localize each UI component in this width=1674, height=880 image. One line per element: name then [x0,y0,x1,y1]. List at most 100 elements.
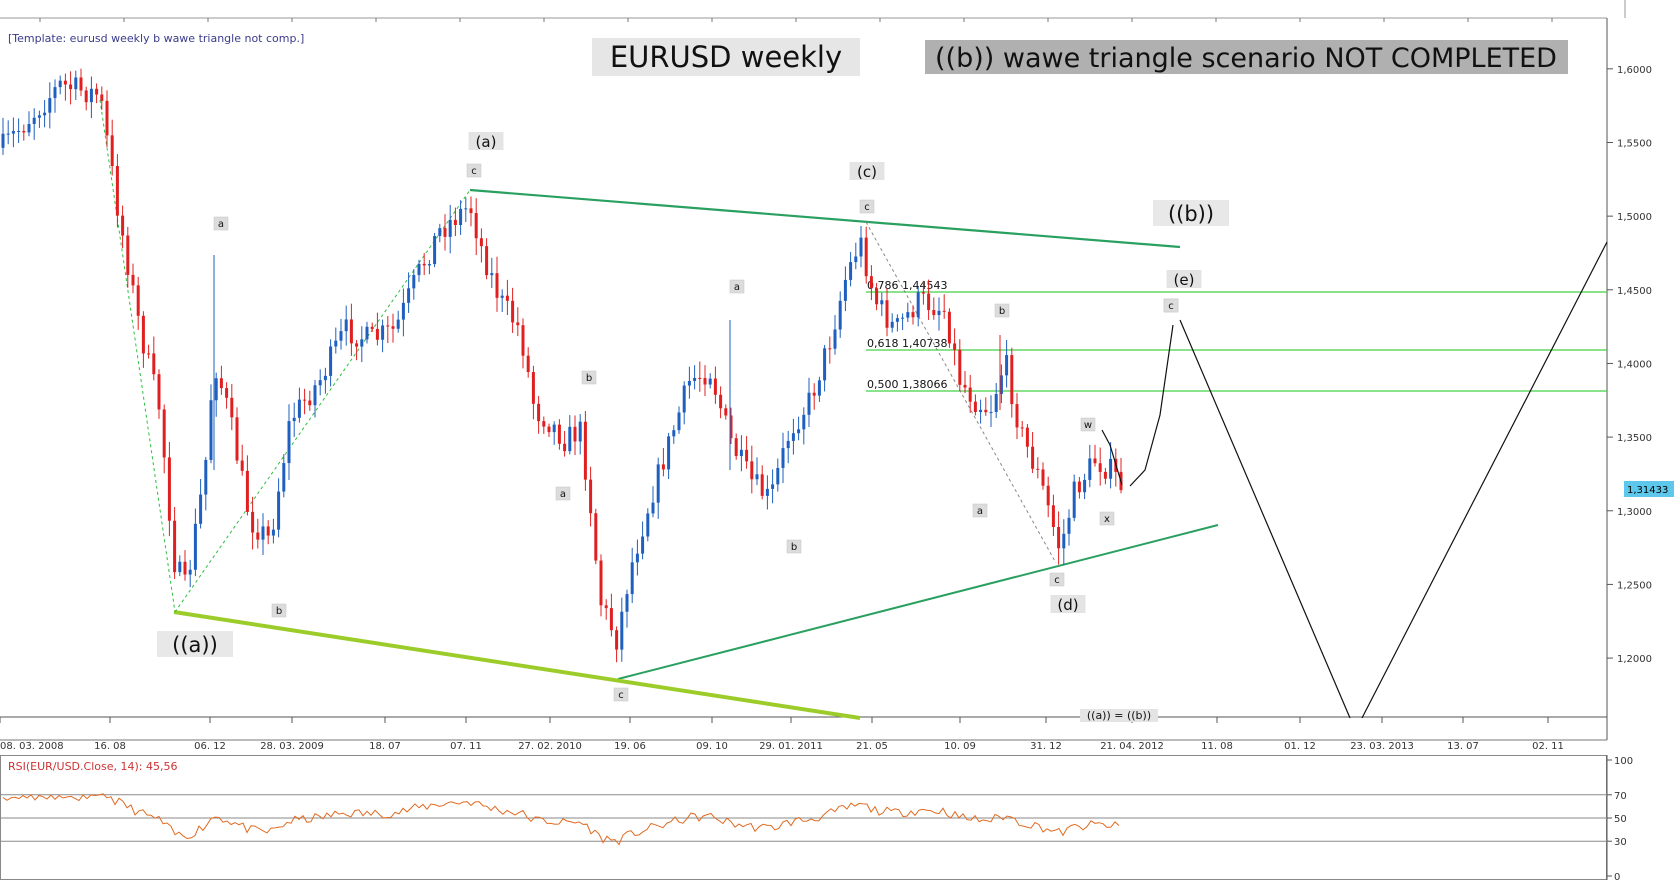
candle-body [719,394,723,409]
wave-guide-dashed [174,189,471,613]
title-scenario-box [925,40,1568,74]
sub-label-b: b [276,606,282,617]
candle-body [516,322,520,326]
candle-body [906,312,910,318]
candle-body [713,378,717,395]
sub-label-c: c [864,202,870,213]
candle-body [308,400,312,406]
candle-body [401,302,405,320]
candle-body [1005,355,1009,376]
wave-label-bg [1099,511,1115,526]
candle-body [485,246,489,276]
x-tick-label: 21. 04. 2012 [1100,741,1164,752]
candle-body [313,385,317,406]
projection-down [1179,319,1351,719]
x-tick-label: 29. 01. 2011 [759,741,823,752]
candle-body [121,215,125,236]
candle-body [771,484,775,489]
candle-body [677,412,681,431]
wave-label-e-paren: (e) [1174,271,1195,289]
wave-label-bg [1049,572,1065,587]
y-tick-label: 1,5000 [1617,212,1652,223]
sub-label-c: c [471,166,477,177]
candle-body [422,263,426,266]
candle-body [339,331,343,341]
candle-body [703,378,707,385]
candle-body [427,264,431,266]
candle-body [6,133,10,135]
candle-body [1,133,5,148]
candle-body [615,630,619,650]
candle-body [932,310,936,316]
candle-body [537,403,541,422]
candle-body [1062,533,1066,549]
candle-body [318,380,322,386]
sub-label-w: w [1084,420,1092,431]
candle-body [412,275,416,289]
candle-body [74,77,78,90]
candle-body [464,208,468,210]
candle-body [1072,481,1076,518]
candle-body [693,377,697,381]
wave-label-a-paren: (a) [476,133,497,151]
wave-guide-dashed [99,99,176,613]
candle-body [1083,479,1087,493]
candle-body [344,319,348,332]
candle-body [802,414,806,430]
candle-body [505,295,509,301]
candle-body [724,408,728,416]
candle-body [152,353,156,375]
x-tick-label: 01. 12 [1284,741,1316,752]
candle-body [235,417,239,461]
candle-body [136,285,140,316]
wave-label-bg [213,216,229,231]
wave-label-bg [555,486,571,501]
x-tick-label: 27. 02. 2010 [518,741,582,752]
candle-body [32,117,36,124]
rsi-tick-label: 0 [1614,872,1620,880]
candle-body [656,464,660,503]
candle-body [890,321,894,328]
candle-body [791,433,795,441]
x-tick-label: 28. 03. 2009 [260,741,324,752]
candle-body [1025,427,1029,447]
candle-body [672,430,676,437]
candle-body [916,292,920,318]
wave-label-bg [468,132,504,150]
candle-body [563,443,567,452]
candle-body [105,100,109,136]
x-tick-label: 08. 03. 2008 [0,741,64,752]
candle-body [303,399,307,401]
candle-body [459,208,463,225]
candle-body [854,256,858,263]
template-label: [Template: eurusd weekly b wawe triangle… [8,32,304,45]
candle-body [776,467,780,485]
candle-body [557,424,561,444]
sub-label-c: c [1054,575,1060,586]
candle-body [573,426,577,442]
wave-label-bg [581,370,597,385]
wave-label-bg [729,279,745,294]
candle-body [880,300,884,305]
candle-body [266,526,270,536]
sub-label-b: b [791,542,797,553]
title-scenario: ((b)) wawe triangle scenario NOT COMPLET… [935,43,1557,74]
candle-body [11,131,15,134]
sub-label-a: a [560,489,566,500]
candle-body [864,237,868,277]
candle-body [282,463,286,492]
projection-x [1101,429,1123,486]
candle-body [178,561,182,573]
candle-body [1098,463,1102,472]
candle-body [453,219,457,225]
x-tick-label: 23. 03. 2013 [1350,741,1414,752]
y-tick-label: 1,6000 [1617,65,1652,76]
candle-body [277,491,281,530]
candle-body [297,399,301,418]
candle-body [391,326,395,329]
candle-body [17,130,21,132]
x-tick-label: 31. 12 [1030,741,1062,752]
fib-level-label: 0,786 1,44543 [867,279,947,292]
candle-body [1010,355,1014,405]
candle-body [407,288,411,303]
